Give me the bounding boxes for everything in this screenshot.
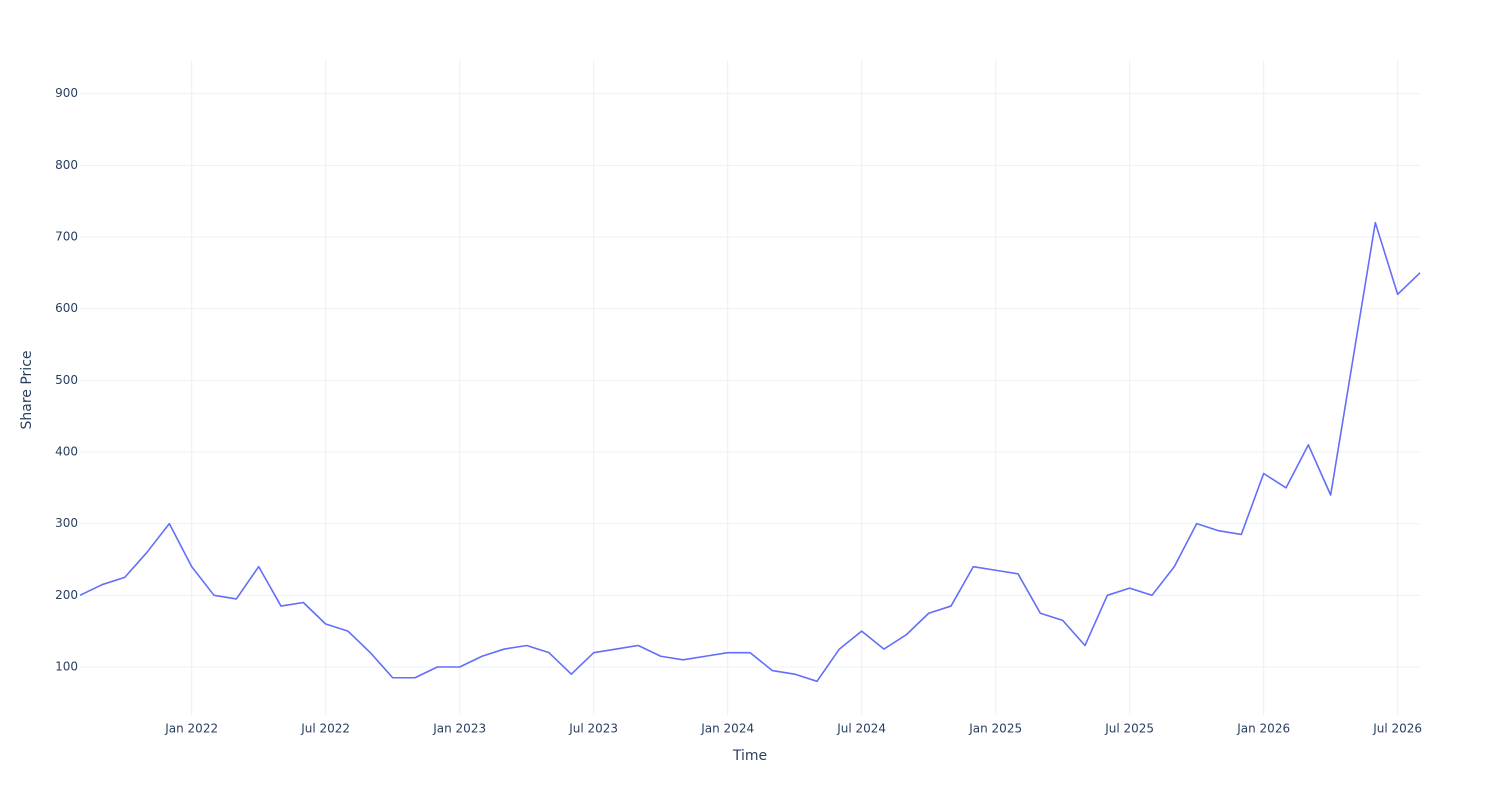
price-line xyxy=(79,221,1421,683)
x-tick-label: Jul 2025 xyxy=(1104,722,1154,736)
y-tick-label: 200 xyxy=(55,588,78,602)
y-tick-label: 100 xyxy=(55,659,78,673)
y-tick-label: 400 xyxy=(55,444,78,458)
y-tick-label: 500 xyxy=(55,373,78,387)
x-tick-label: Jan 2023 xyxy=(432,722,486,736)
x-tick-label: Jul 2026 xyxy=(1372,722,1422,736)
x-tick-label: Jul 2022 xyxy=(300,722,350,736)
x-axis-title: Time xyxy=(732,748,767,764)
y-tick-label: 800 xyxy=(55,158,78,172)
x-tick-label: Jan 2025 xyxy=(968,722,1022,736)
y-axis-title: Share Price xyxy=(19,350,35,429)
x-tick-label: Jan 2026 xyxy=(1236,722,1290,736)
x-tick-label: Jan 2024 xyxy=(700,722,754,736)
x-tick-label: Jul 2024 xyxy=(836,722,886,736)
x-tick-label: Jul 2023 xyxy=(568,722,618,736)
y-tick-label: 700 xyxy=(55,230,78,244)
y-tick-label: 300 xyxy=(55,516,78,530)
y-tick-label: 900 xyxy=(55,86,78,100)
y-tick-label: 600 xyxy=(55,301,78,315)
x-tick-label: Jan 2022 xyxy=(164,722,218,736)
